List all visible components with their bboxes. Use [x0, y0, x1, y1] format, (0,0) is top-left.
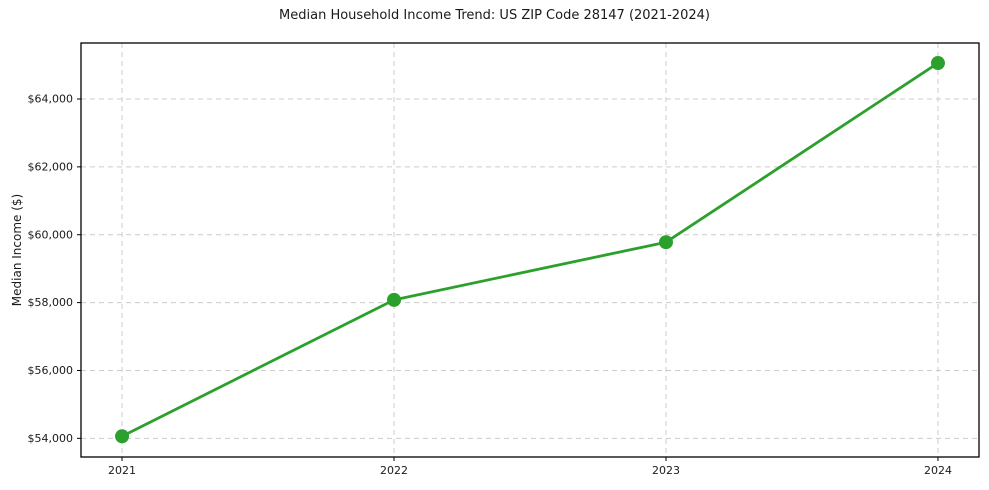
x-tick-label-2021: 2021 — [108, 464, 136, 477]
x-tick-label-2023: 2023 — [652, 464, 680, 477]
y-tick-label-1: $56,000 — [28, 364, 74, 377]
y-tick-label-5: $64,000 — [28, 93, 74, 106]
y-tick-label-2: $58,000 — [28, 296, 74, 309]
y-tick-label-3: $60,000 — [28, 228, 74, 241]
y-tick-label-0: $54,000 — [28, 432, 74, 445]
plot-border — [80, 42, 980, 458]
chart-title: Median Household Income Trend: US ZIP Co… — [279, 8, 710, 23]
y-tick-label-4: $62,000 — [28, 160, 74, 173]
data-point-2024 — [930, 56, 945, 71]
data-point-2022 — [387, 292, 402, 307]
x-tick-label-2022: 2022 — [380, 464, 408, 477]
data-point-2023 — [658, 235, 673, 250]
data-point-2021 — [115, 429, 130, 444]
x-tick-label-2024: 2024 — [924, 464, 952, 477]
trend-line — [120, 61, 940, 438]
